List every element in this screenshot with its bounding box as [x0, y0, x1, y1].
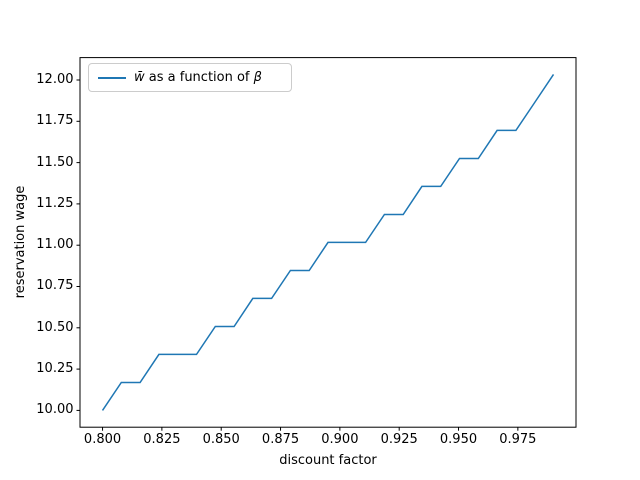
legend-label-wbar: w̄ — [134, 70, 145, 85]
y-tick-label: 10.50 — [36, 319, 74, 335]
y-tick-label: 11.75 — [36, 113, 74, 129]
x-tick-label: 0.975 — [499, 431, 537, 447]
reservation-wage-line — [101, 73, 555, 411]
y-tick-label: 10.75 — [36, 278, 74, 294]
x-tick-label: 0.900 — [321, 431, 359, 447]
tick-marks — [76, 79, 519, 431]
y-tick-label: 11.50 — [36, 154, 74, 170]
x-tick-label: 0.850 — [202, 431, 240, 447]
x-tick-label: 0.925 — [380, 431, 418, 447]
y-tick-label: 11.25 — [36, 195, 74, 211]
legend-label-beta: β — [253, 70, 262, 85]
y-tick-label: 10.00 — [36, 402, 74, 418]
axes-spines — [79, 57, 577, 428]
legend-line-sample — [98, 76, 126, 79]
y-tick-label: 10.25 — [36, 361, 74, 377]
x-tick-label: 0.800 — [83, 431, 122, 447]
legend-box: w̄ as a function of β — [88, 63, 292, 92]
legend-label: w̄ as a function of β — [134, 70, 262, 85]
y-axis-label: reservation wage — [13, 185, 28, 299]
y-tick-label: 12.00 — [36, 72, 74, 87]
x-tick-label: 0.825 — [143, 431, 181, 447]
legend-label-mid: as a function of — [144, 70, 254, 85]
x-tick-label: 0.875 — [261, 431, 300, 447]
x-tick-label: 0.950 — [439, 431, 478, 447]
x-axis-label: discount factor — [279, 453, 377, 468]
y-tick-label: 11.00 — [36, 237, 74, 253]
